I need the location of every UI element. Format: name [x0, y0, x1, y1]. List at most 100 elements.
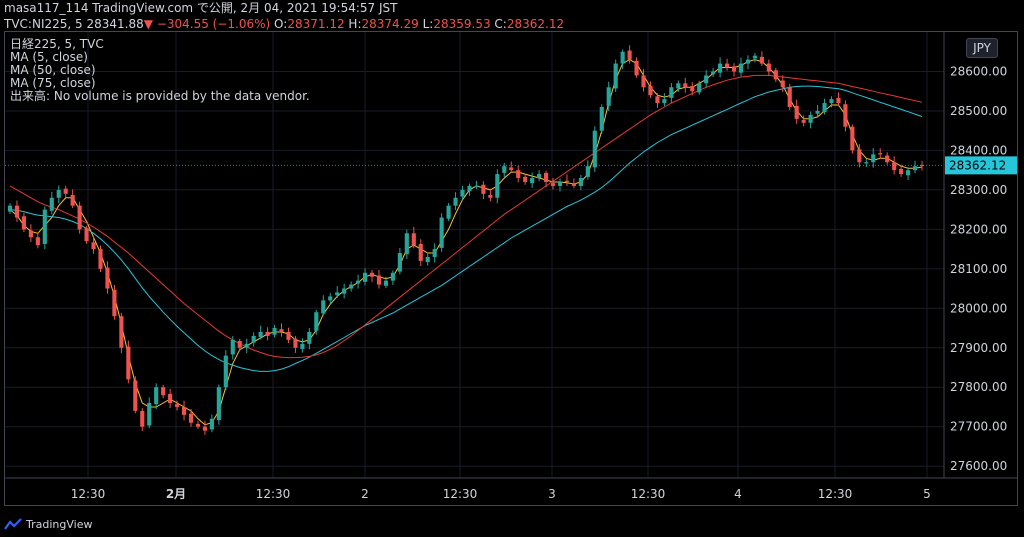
- candle-body: [321, 300, 326, 314]
- candle-body: [432, 249, 437, 257]
- candle-body: [690, 86, 695, 92]
- candle-body: [168, 393, 173, 404]
- ma50-line: [9, 85, 923, 372]
- candle-body: [557, 181, 563, 186]
- candle-body: [356, 280, 361, 284]
- candle-body: [446, 205, 451, 219]
- candle-body: [648, 86, 653, 96]
- y-tick-label: 27900.00: [950, 341, 1007, 355]
- candle-body: [244, 343, 249, 348]
- indicator-legend: 日経225, 5, TVC MA (5, close) MA (50, clos…: [10, 38, 310, 103]
- footer-brand: TradingView: [26, 517, 93, 531]
- candle-body: [265, 331, 270, 336]
- candle-body: [181, 406, 187, 415]
- legend-ma50[interactable]: MA (50, close): [10, 63, 96, 77]
- y-tick-label: 27800.00: [950, 380, 1007, 394]
- candle-body: [885, 155, 890, 163]
- candle-body: [899, 168, 904, 175]
- price-axis: 27600.00 27700.00 27800.00 27900.00 28000.00…: [5, 32, 1017, 478]
- candle-body: [188, 413, 194, 423]
- candle-body: [404, 233, 409, 255]
- candle-body: [738, 63, 744, 73]
- currency-button[interactable]: JPY: [966, 38, 998, 58]
- candle-body: [119, 316, 124, 348]
- candle-body: [56, 189, 61, 198]
- tradingview-logo-icon: [4, 518, 22, 530]
- candle-body: [7, 205, 13, 212]
- candle-body: [335, 292, 340, 296]
- candle-body: [251, 335, 256, 343]
- candle-body: [912, 166, 918, 171]
- x-tick-label: 2月: [166, 487, 186, 501]
- candle-body: [495, 174, 500, 198]
- ma75-line: [9, 74, 923, 359]
- candle-body: [516, 170, 521, 179]
- grid-lines: [5, 32, 944, 478]
- candle-body: [342, 288, 347, 294]
- candle-body: [279, 329, 284, 332]
- y-tick-label: 28100.00: [950, 262, 1007, 276]
- candle-body: [836, 97, 841, 104]
- candle-body: [634, 60, 639, 76]
- candle-body: [140, 410, 145, 427]
- candle-body: [808, 114, 813, 123]
- legend-ma75[interactable]: MA (75, close): [10, 76, 96, 90]
- candle-body: [537, 174, 542, 179]
- candle-body: [425, 256, 430, 263]
- legend-volume-note: 出来高: No volume is provided by the data v…: [10, 89, 310, 103]
- candle-body: [787, 87, 792, 107]
- y-tick-label: 28400.00: [950, 143, 1007, 157]
- candle-body: [704, 75, 709, 84]
- last-price: 28341.88: [86, 17, 144, 31]
- candle-body: [175, 404, 180, 407]
- candle-body: [63, 188, 68, 194]
- candle-body: [843, 104, 848, 127]
- x-tick-label: 2: [361, 487, 369, 501]
- time-axis: 12:30 2月 12:30 2 12:30 3 12:30 4 12:30 5: [5, 477, 1018, 501]
- candle-body: [195, 423, 201, 427]
- candle-body: [154, 387, 159, 405]
- y-tick-label: 28000.00: [950, 301, 1007, 315]
- candle-body: [829, 99, 834, 104]
- candle-body: [509, 167, 514, 171]
- candle-body: [397, 253, 402, 272]
- candle-body: [592, 130, 597, 168]
- y-tick-label: 28500.00: [950, 104, 1007, 118]
- x-tick-label: 12:30: [818, 487, 853, 501]
- candle-body: [439, 217, 444, 248]
- candle-body: [418, 243, 423, 261]
- last-price-tag-label: 28362.12: [949, 158, 1006, 172]
- candle-body: [822, 103, 827, 113]
- candle-body: [161, 387, 166, 396]
- candle-body: [460, 189, 465, 197]
- candle-body: [230, 339, 235, 355]
- candle-body: [550, 183, 556, 186]
- candle-body: [202, 426, 208, 431]
- candle-body: [488, 195, 493, 198]
- candle-body: [258, 331, 263, 338]
- candle-body: [314, 312, 319, 331]
- candle-body: [14, 205, 20, 218]
- x-tick-label: 12:30: [71, 487, 106, 501]
- candle-body: [216, 387, 221, 420]
- candle-body: [641, 75, 646, 88]
- candle-body: [906, 170, 911, 176]
- y-tick-label: 28600.00: [950, 64, 1007, 78]
- x-tick-label: 12:30: [256, 487, 291, 501]
- footer[interactable]: TradingView: [4, 514, 92, 534]
- candle-body: [752, 55, 757, 59]
- candle-body: [28, 230, 33, 238]
- candle-body: [794, 105, 799, 119]
- candle-body: [878, 153, 883, 155]
- legend-ma5[interactable]: MA (5, close): [10, 50, 88, 64]
- candle-body: [376, 275, 382, 285]
- x-tick-label: 4: [734, 487, 742, 501]
- candle-body: [871, 154, 876, 163]
- chart-frame[interactable]: [4, 31, 1018, 506]
- candle-body: [676, 83, 681, 89]
- x-tick-label: 3: [548, 487, 556, 501]
- candle-body: [390, 272, 395, 281]
- candle-body: [857, 149, 862, 163]
- candle-body: [369, 272, 375, 277]
